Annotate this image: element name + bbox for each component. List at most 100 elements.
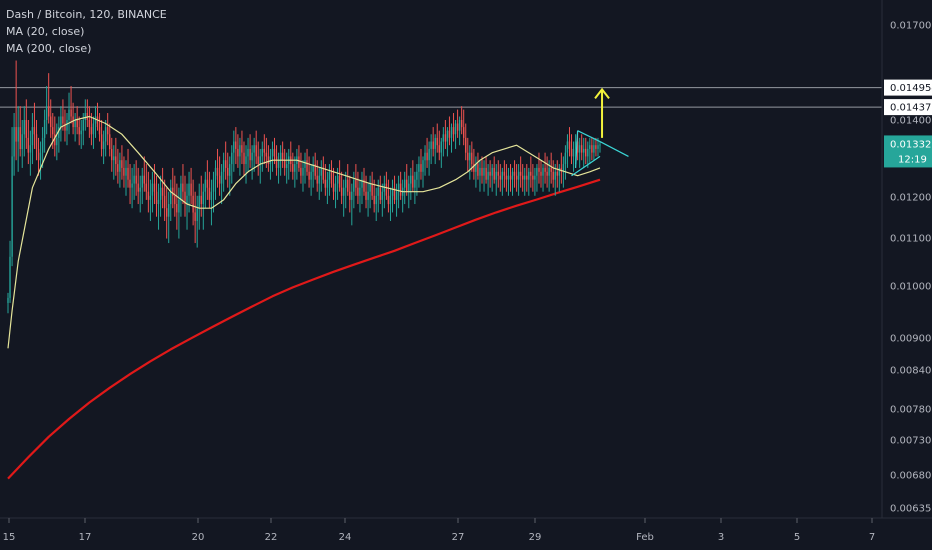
candle-263[interactable] xyxy=(542,164,544,192)
candle-160[interactable] xyxy=(332,167,335,200)
candle-35[interactable] xyxy=(78,116,80,146)
candle-249[interactable] xyxy=(513,160,516,188)
candle-13[interactable] xyxy=(33,102,36,149)
candle-255[interactable] xyxy=(526,164,528,192)
candle-265[interactable] xyxy=(546,156,548,188)
candle-119[interactable] xyxy=(249,134,251,168)
candle-19[interactable] xyxy=(45,86,48,135)
ma20-path[interactable] xyxy=(7,115,601,349)
candle-262[interactable] xyxy=(540,160,542,188)
candle-186[interactable] xyxy=(385,171,388,200)
candle-237[interactable] xyxy=(489,160,491,188)
candle-187[interactable] xyxy=(387,179,390,213)
candle-240[interactable] xyxy=(495,164,497,196)
candle-20[interactable] xyxy=(48,73,50,124)
legend-ma200[interactable]: MA (200, close) xyxy=(6,42,92,55)
candle-281[interactable] xyxy=(578,137,581,168)
candle-246[interactable] xyxy=(507,167,510,196)
candle-44[interactable] xyxy=(96,102,99,131)
candle-159[interactable] xyxy=(330,160,333,188)
candle-104[interactable] xyxy=(218,156,221,196)
candle-38[interactable] xyxy=(84,99,86,131)
candle-100[interactable] xyxy=(210,179,213,226)
triangle-left-line[interactable] xyxy=(574,130,579,168)
candle-245[interactable] xyxy=(505,164,508,192)
candle-202[interactable] xyxy=(418,156,420,188)
candle-55[interactable] xyxy=(119,152,121,188)
candle-232[interactable] xyxy=(479,160,481,192)
candle-125[interactable] xyxy=(261,141,263,172)
candle-32[interactable] xyxy=(72,102,74,135)
candle-167[interactable] xyxy=(347,164,349,196)
candle-191[interactable] xyxy=(395,183,398,217)
candle-257[interactable] xyxy=(530,156,532,188)
candle-45[interactable] xyxy=(98,113,101,142)
candle-271[interactable] xyxy=(558,164,560,192)
candle-108[interactable] xyxy=(227,152,229,188)
candle-86[interactable] xyxy=(182,164,184,205)
candle-115[interactable] xyxy=(241,130,243,165)
candle-109[interactable] xyxy=(229,156,231,196)
candle-272[interactable] xyxy=(560,152,562,184)
candle-273[interactable] xyxy=(562,156,565,188)
triangle-extension-line[interactable] xyxy=(599,141,629,157)
candle-120[interactable] xyxy=(251,145,253,180)
candle-200[interactable] xyxy=(414,171,416,205)
candle-143[interactable] xyxy=(298,145,300,172)
candle-145[interactable] xyxy=(302,160,304,192)
candle-11[interactable] xyxy=(29,130,32,176)
candle-137[interactable] xyxy=(286,152,288,184)
candle-157[interactable] xyxy=(326,171,329,205)
candle-87[interactable] xyxy=(184,175,186,217)
candle-193[interactable] xyxy=(399,171,402,200)
candle-225[interactable] xyxy=(465,123,467,161)
candle-210[interactable] xyxy=(434,134,436,165)
candle-283[interactable] xyxy=(583,137,585,168)
candle-99[interactable] xyxy=(208,171,211,209)
candle-218[interactable] xyxy=(450,123,453,153)
candle-75[interactable] xyxy=(159,175,162,217)
candle-267[interactable] xyxy=(550,152,552,184)
candle-285[interactable] xyxy=(587,141,589,168)
candle-83[interactable] xyxy=(176,183,178,230)
candle-149[interactable] xyxy=(310,164,312,196)
candle-196[interactable] xyxy=(406,164,408,196)
candle-78[interactable] xyxy=(166,187,168,239)
triangle-upper-line[interactable] xyxy=(577,130,601,143)
candle-98[interactable] xyxy=(206,160,209,200)
candle-54[interactable] xyxy=(117,148,119,184)
candle-69[interactable] xyxy=(147,171,150,213)
candle-179[interactable] xyxy=(371,171,373,200)
candle-12[interactable] xyxy=(31,113,34,165)
candle-3[interactable] xyxy=(13,113,15,176)
candle-118[interactable] xyxy=(247,137,249,172)
candle-221[interactable] xyxy=(456,109,459,138)
candle-247[interactable] xyxy=(509,164,512,192)
candle-217[interactable] xyxy=(448,116,451,146)
candle-140[interactable] xyxy=(292,152,294,180)
candle-41[interactable] xyxy=(90,113,93,146)
candle-242[interactable] xyxy=(499,164,501,192)
candle-17[interactable] xyxy=(41,127,44,168)
candle-268[interactable] xyxy=(552,160,554,188)
candle-176[interactable] xyxy=(365,175,367,209)
candle-47[interactable] xyxy=(102,130,105,165)
candle-206[interactable] xyxy=(426,137,428,168)
candle-1[interactable] xyxy=(9,240,11,303)
candle-270[interactable] xyxy=(556,160,558,188)
candle-231[interactable] xyxy=(477,152,479,180)
candle-51[interactable] xyxy=(111,137,113,172)
candle-278[interactable] xyxy=(572,141,575,172)
candle-224[interactable] xyxy=(463,109,465,146)
candle-67[interactable] xyxy=(143,156,145,192)
candle-207[interactable] xyxy=(428,141,430,176)
candle-85[interactable] xyxy=(180,175,182,217)
candle-46[interactable] xyxy=(100,120,103,157)
candle-169[interactable] xyxy=(351,183,353,226)
candle-216[interactable] xyxy=(446,127,449,157)
candle-53[interactable] xyxy=(115,137,117,176)
candle-215[interactable] xyxy=(444,120,447,149)
candle-68[interactable] xyxy=(145,164,147,200)
candle-188[interactable] xyxy=(389,187,392,221)
